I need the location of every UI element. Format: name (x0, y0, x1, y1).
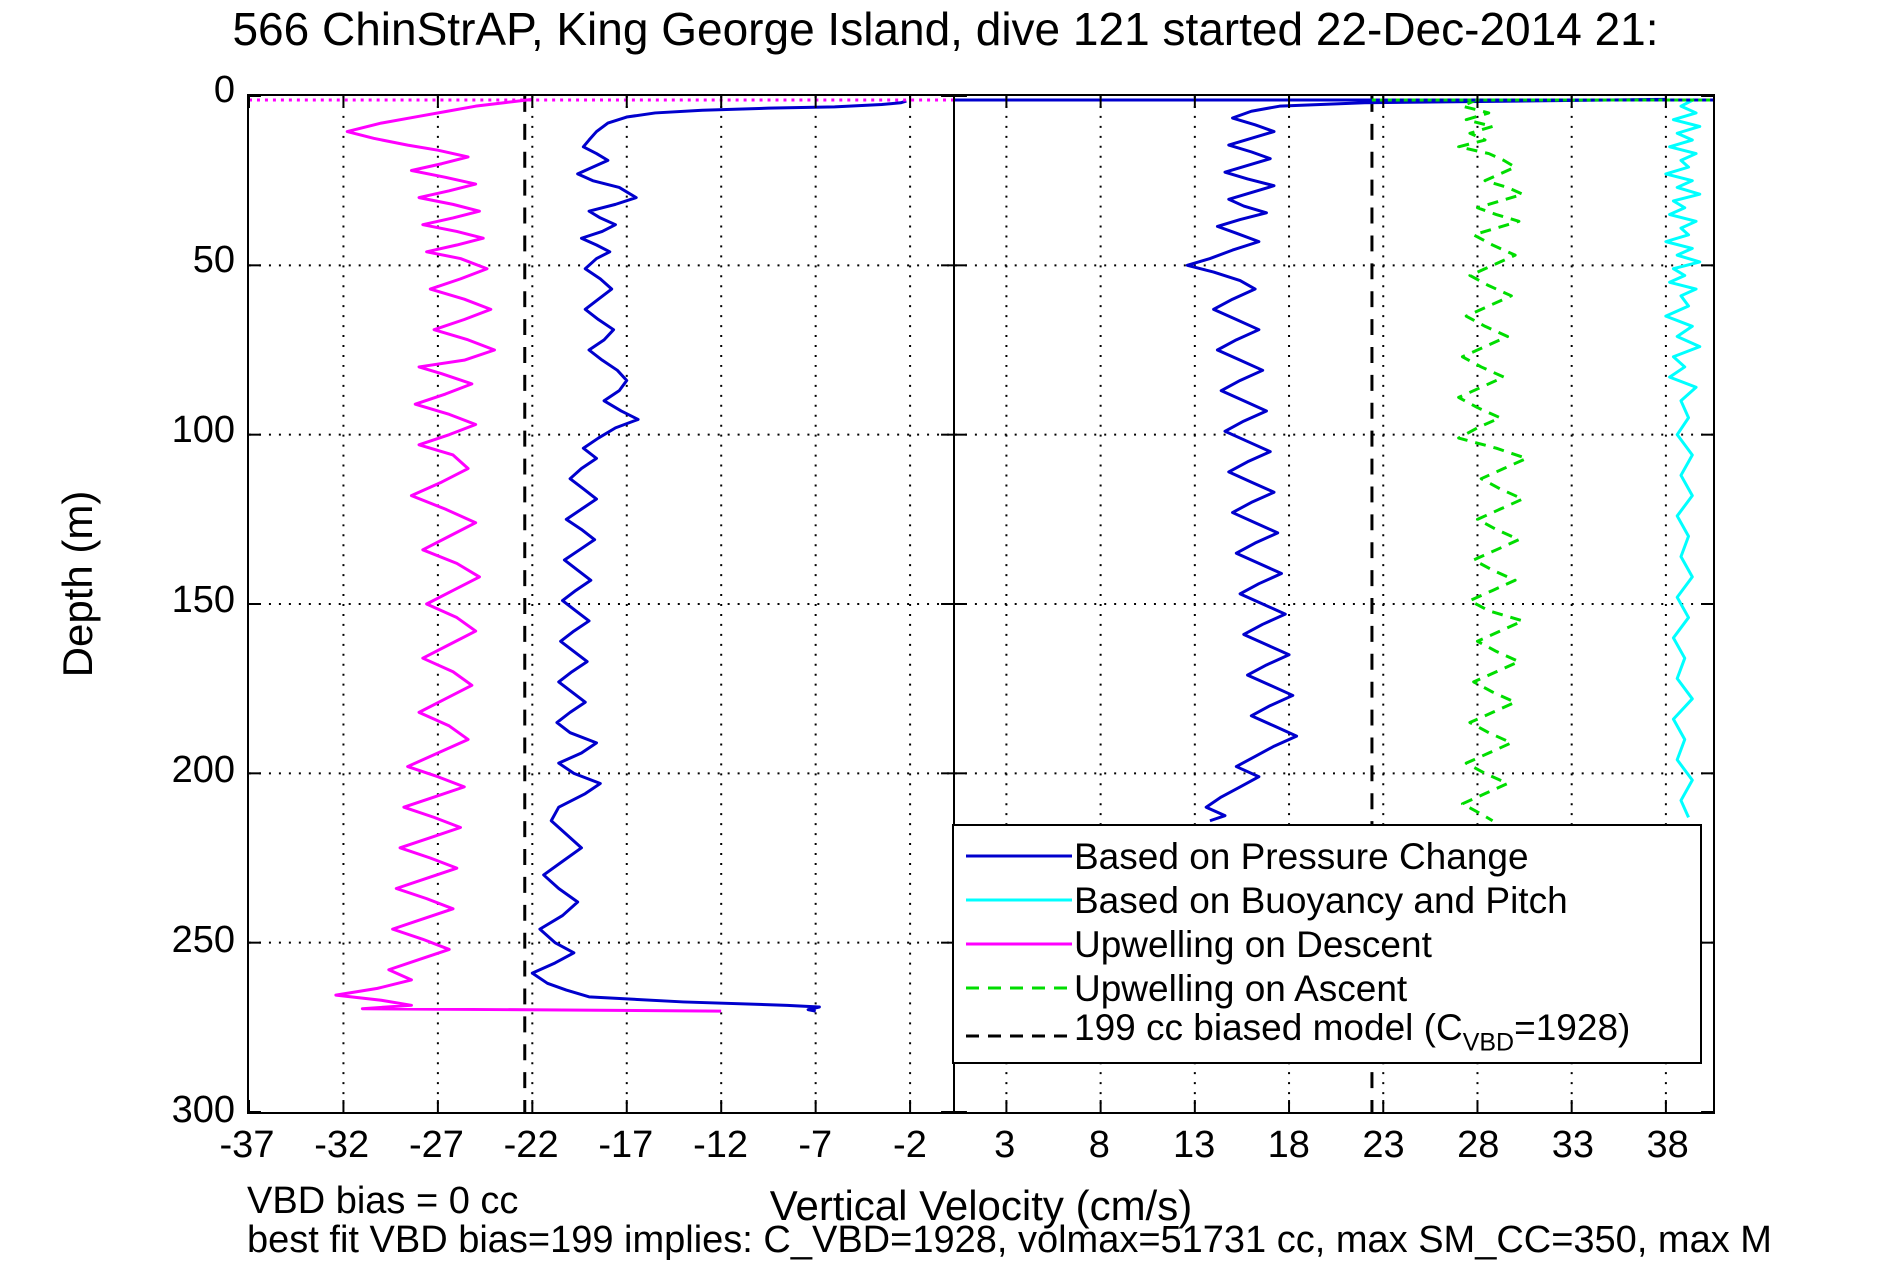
legend-item[interactable]: Based on Pressure Change (954, 834, 1700, 878)
x-tick-label: 18 (1267, 1124, 1310, 1166)
legend-line-sample-upwelling-descent (964, 934, 1074, 954)
y-tick-label: 0 (213, 69, 235, 111)
x-tick-label: -37 (219, 1124, 275, 1166)
x-tick-label: -2 (893, 1124, 927, 1166)
legend-line-sample-pressure-change (964, 846, 1074, 866)
legend-label-buoyancy-pitch: Based on Buoyancy and Pitch (1074, 879, 1568, 921)
legend-item[interactable]: Upwelling on Ascent (954, 966, 1700, 1010)
plot-panel-descent (247, 94, 953, 1114)
x-tick-label: -32 (314, 1124, 370, 1166)
x-tick-label: 8 (1088, 1124, 1110, 1166)
ascent-plot-canvas (955, 96, 1713, 1112)
y-tick-label: 200 (171, 749, 235, 791)
x-tick-label: -22 (503, 1124, 559, 1166)
descent-plot-canvas (249, 96, 953, 1112)
legend: Based on Pressure Change Based on Buoyan… (952, 824, 1702, 1064)
legend-label-biased-model-sub: VBD (1462, 1028, 1515, 1057)
legend-label-pressure-change: Based on Pressure Change (1074, 835, 1529, 877)
x-tick-label: 33 (1551, 1124, 1595, 1166)
legend-label-upwelling-descent: Upwelling on Descent (1074, 923, 1432, 965)
legend-item[interactable]: Based on Buoyancy and Pitch (954, 878, 1700, 922)
legend-line-sample-biased-model (964, 1022, 1074, 1042)
legend-line-sample-upwelling-ascent (964, 978, 1074, 998)
y-tick-label: 100 (171, 409, 235, 451)
y-tick-label: 50 (192, 239, 235, 281)
legend-label-biased-model-tail: =1928) (1514, 1006, 1631, 1048)
y-tick-label: 250 (171, 919, 235, 961)
x-tick-label: 28 (1457, 1124, 1500, 1166)
legend-label-biased-model: 199 cc biased model (CVBD=1928) (1074, 1009, 1630, 1056)
x-tick-label: 13 (1172, 1124, 1216, 1166)
series-based-on-buoyancy-and-pitch (1664, 98, 1702, 818)
x-axis-label: Vertical Velocity (cm/s) (769, 1182, 1193, 1229)
x-tick-label: 23 (1362, 1124, 1405, 1166)
x-tick-label: 3 (994, 1124, 1016, 1166)
legend-label-biased-model-head: 199 cc biased model (C (1074, 1006, 1463, 1048)
legend-item[interactable]: Upwelling on Descent (954, 922, 1700, 966)
x-tick-label: -17 (598, 1124, 654, 1166)
series-based-on-pressure-change (1185, 97, 1666, 823)
x-tick-label: -12 (693, 1124, 748, 1166)
x-tick-label: 38 (1646, 1124, 1689, 1166)
series-upwelling-on-descent (334, 97, 722, 1013)
best-fit-note: best fit VBD bias=199 implies: C_VBD=192… (247, 1219, 1772, 1261)
series-upwelling-on-ascent (1457, 98, 1528, 823)
page-title: 566 ChinStrAP, King George Island, dive … (232, 3, 1659, 55)
series-based-on-pressure-change (530, 99, 907, 1013)
legend-label-upwelling-ascent: Upwelling on Ascent (1074, 967, 1408, 1009)
x-tick-label: -27 (408, 1124, 464, 1166)
x-tick-label: -7 (798, 1124, 833, 1166)
y-tick-label: 300 (171, 1089, 235, 1131)
y-tick-label: 150 (171, 579, 235, 621)
legend-line-sample-buoyancy-pitch (964, 890, 1074, 910)
vbd-bias-note: VBD bias = 0 cc (247, 1180, 519, 1222)
legend-item[interactable]: 199 cc biased model (CVBD=1928) (954, 1009, 1700, 1056)
